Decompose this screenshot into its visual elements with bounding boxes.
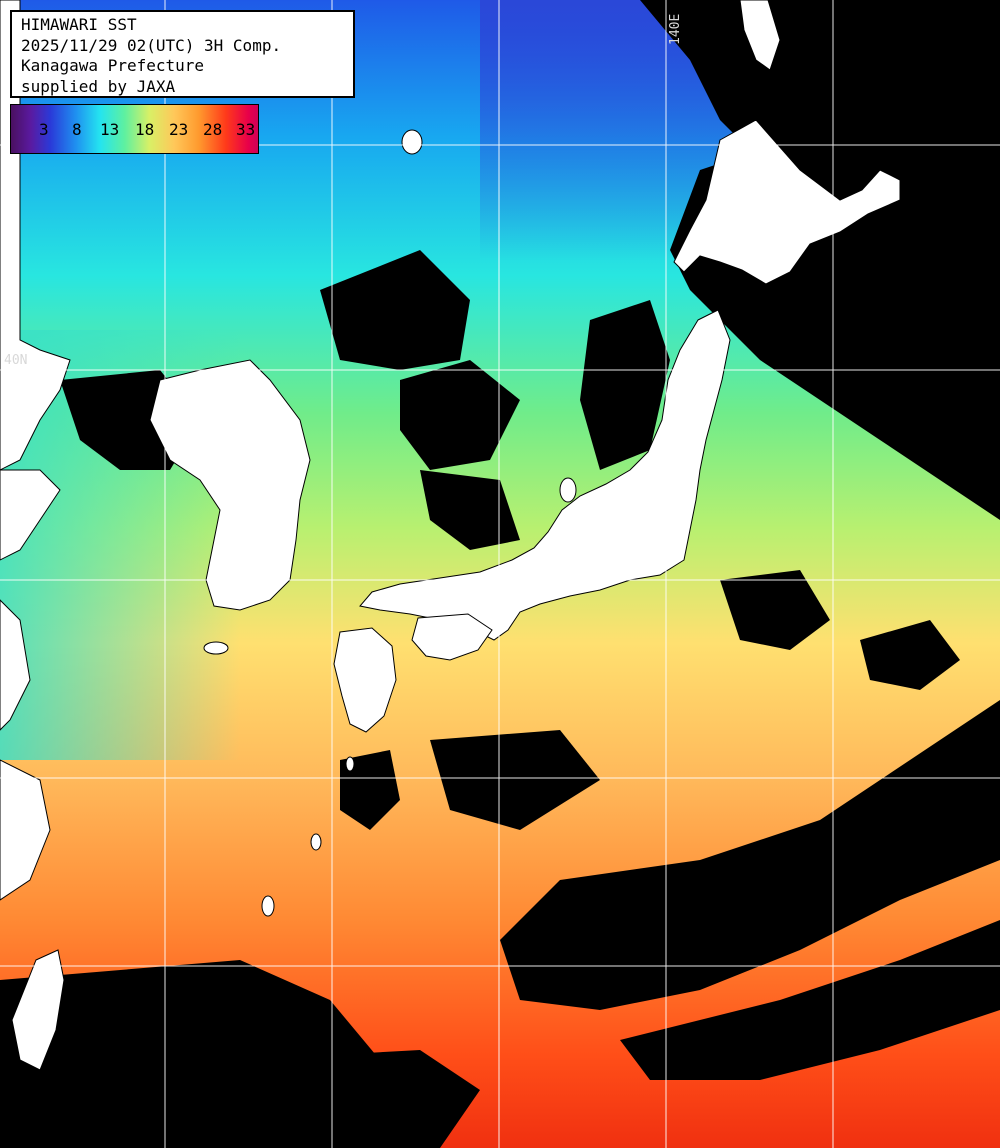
tanegashima-island [345, 756, 355, 772]
jeju-island [203, 641, 229, 655]
map-title: HIMAWARI SST [21, 15, 137, 34]
china-coast [0, 469, 61, 561]
legend-label-33: 33 [236, 120, 256, 139]
taiwan [11, 949, 65, 1071]
hokkaido [673, 119, 901, 285]
legend-label-23: 23 [169, 120, 189, 139]
info-box: HIMAWARI SST 2025/11/29 02(UTC) 3H Comp.… [10, 10, 355, 98]
kyushu [333, 627, 397, 733]
legend-label-18: 18 [135, 120, 155, 139]
ryukyu-island [261, 895, 275, 917]
china-coast-east [0, 759, 51, 901]
latitude-label: 40N [4, 353, 28, 368]
shikoku [411, 613, 493, 661]
region-name: Kanagawa Prefecture [21, 56, 205, 75]
data-credit: supplied by JAXA [21, 76, 176, 96]
sakhalin [739, 0, 781, 71]
korea [149, 359, 311, 611]
legend-label-28: 28 [203, 120, 223, 139]
amami-island [310, 833, 322, 851]
sado-island [559, 477, 577, 503]
oki-island [401, 129, 423, 155]
legend-label-3: 3 [39, 120, 49, 139]
legend-label-13: 13 [100, 120, 120, 139]
observation-datetime: 2025/11/29 02(UTC) 3H Comp. [21, 35, 282, 55]
longitude-label: 140E [668, 13, 683, 45]
temperature-legend: 3 8 13 18 23 28 33 [10, 104, 259, 154]
china-coast-south [0, 599, 31, 731]
legend-label-8: 8 [72, 120, 82, 139]
